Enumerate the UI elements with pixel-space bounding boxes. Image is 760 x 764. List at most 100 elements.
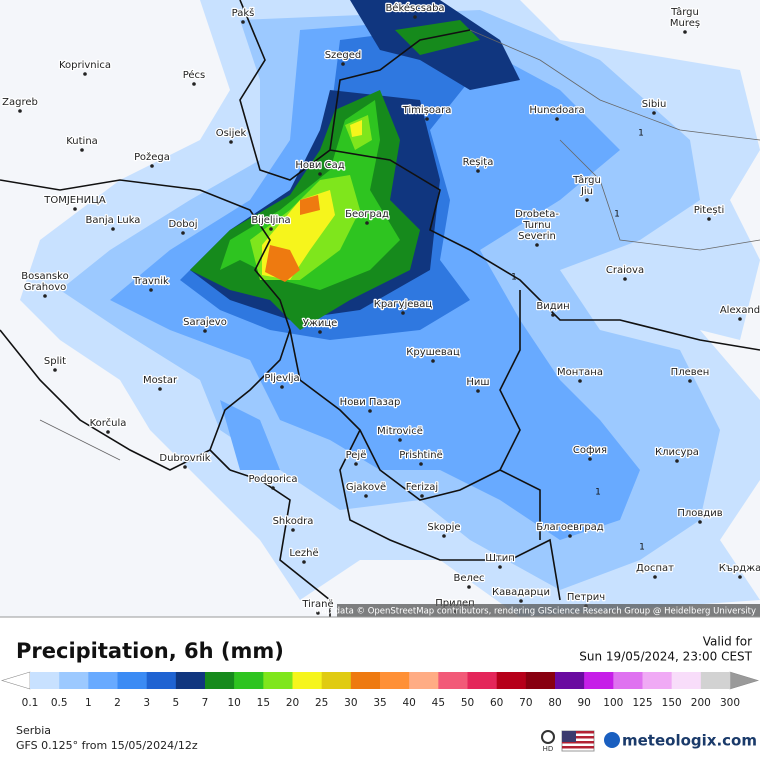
city-dot [578,379,582,383]
legend-tick-label: 45 [432,697,445,709]
legend-tick-label: 200 [691,697,711,709]
logo-icon [604,732,620,748]
city-dot [398,438,402,442]
city-dot [535,232,539,236]
city-dot [519,599,523,603]
legend-swatch [146,672,177,689]
city-label: Shkodra [273,516,314,527]
city-label: Монтана [557,367,603,378]
city-label: Grahovo [24,282,66,293]
city-dot [18,109,22,113]
legend-tick-label: 90 [577,697,590,709]
city-label: Szeged [325,50,362,61]
city-label: Târgu [670,6,699,18]
legend-tick-label: 1 [85,697,92,709]
city-label: Podgorica [248,474,297,485]
legend-swatch [205,672,235,689]
legend-tick-label: 50 [461,697,474,709]
legend-tick-label: 0.5 [51,697,68,709]
city-label: Београд [345,209,389,220]
legend-swatch [59,672,89,689]
city-dot [368,409,372,413]
city-label: Alexand [720,305,760,316]
attribution-box [337,604,760,617]
legend-swatch [700,672,731,689]
legend-swatch [30,672,60,689]
legend-tick-label: 80 [548,697,561,709]
city-dot [269,227,273,231]
search-icon[interactable] [541,730,555,744]
city-dot [652,111,656,115]
city-dot [203,329,207,333]
city-label: Reșița [463,157,494,168]
city-label: Dubrovnik [159,453,210,464]
legend-swatch [467,672,497,689]
city-label: Кърджа [719,563,760,574]
city-label: Split [44,356,66,367]
legend-swatch [525,672,556,689]
city-dot [738,317,742,321]
legend-swatch [555,672,585,689]
hd-label[interactable]: HD [543,745,554,753]
legend-swatch [88,672,118,689]
legend-swatch [642,672,672,689]
city-label: Osijek [216,128,247,139]
city-label: Pejë [346,450,367,461]
legend-swatch [117,672,147,689]
attribution: Map data © OpenStreetMap contributors, r… [314,607,756,617]
city-dot [43,283,47,287]
city-label: Sibiu [642,99,667,110]
city-label: Ferizaj [406,482,438,493]
city-label: Lezhë [289,548,318,559]
city-label: Нови Пазар [340,397,401,408]
city-label: Požega [134,151,170,163]
city-dot [181,231,185,235]
city-label: Кавадарци [492,587,550,598]
city-label: Tiranë [301,599,333,610]
legend-under [0,671,31,690]
city-dot [192,82,196,86]
city-label: Пловдив [677,508,722,519]
brand[interactable]: meteologix.com [622,732,757,750]
city-dot [241,20,245,24]
legend-swatch [350,672,381,689]
legend-swatch [671,672,702,689]
legend-swatch [263,672,293,689]
city-dot [149,288,153,292]
region: Serbia [16,724,51,737]
city-dot [106,430,110,434]
city-dot [183,465,187,469]
city-dot [688,379,692,383]
city-dot [364,494,368,498]
city-dot [53,368,57,372]
city-dot [498,565,502,569]
borders [0,0,760,617]
city-label: Doboj [168,219,197,230]
legend-tick-label: 60 [490,697,503,709]
city-dot [111,227,115,231]
city-label: Bosansko [21,271,68,282]
city-dot [476,169,480,173]
legend: 0.1 0.5 1 2 3 5 7 10 15 20 25 30 35 40 45 50 60 70 80 90 100… [0,671,760,709]
city-label: Jiu [580,186,593,197]
city-label: Bijeljina [251,215,290,226]
city-label: Kutina [66,136,98,147]
legend-swatch [234,672,264,689]
contour-label: 1 [511,273,517,283]
city-dot [229,140,233,144]
city-label: Turnu [522,220,551,231]
city-label: Pitești [694,205,725,216]
city-label: Timișoara [402,105,452,116]
city-dot [535,243,539,247]
city-dot [150,164,154,168]
city-dot [43,294,47,298]
city-dot [535,221,539,225]
city-dot [419,462,423,466]
city-label: Видин [536,301,569,312]
city-label: Prishtinë [399,450,442,461]
city-label: Severin [518,231,556,242]
city-dot [683,30,687,34]
city-label: Skopje [427,522,460,533]
precip-area [265,195,320,282]
